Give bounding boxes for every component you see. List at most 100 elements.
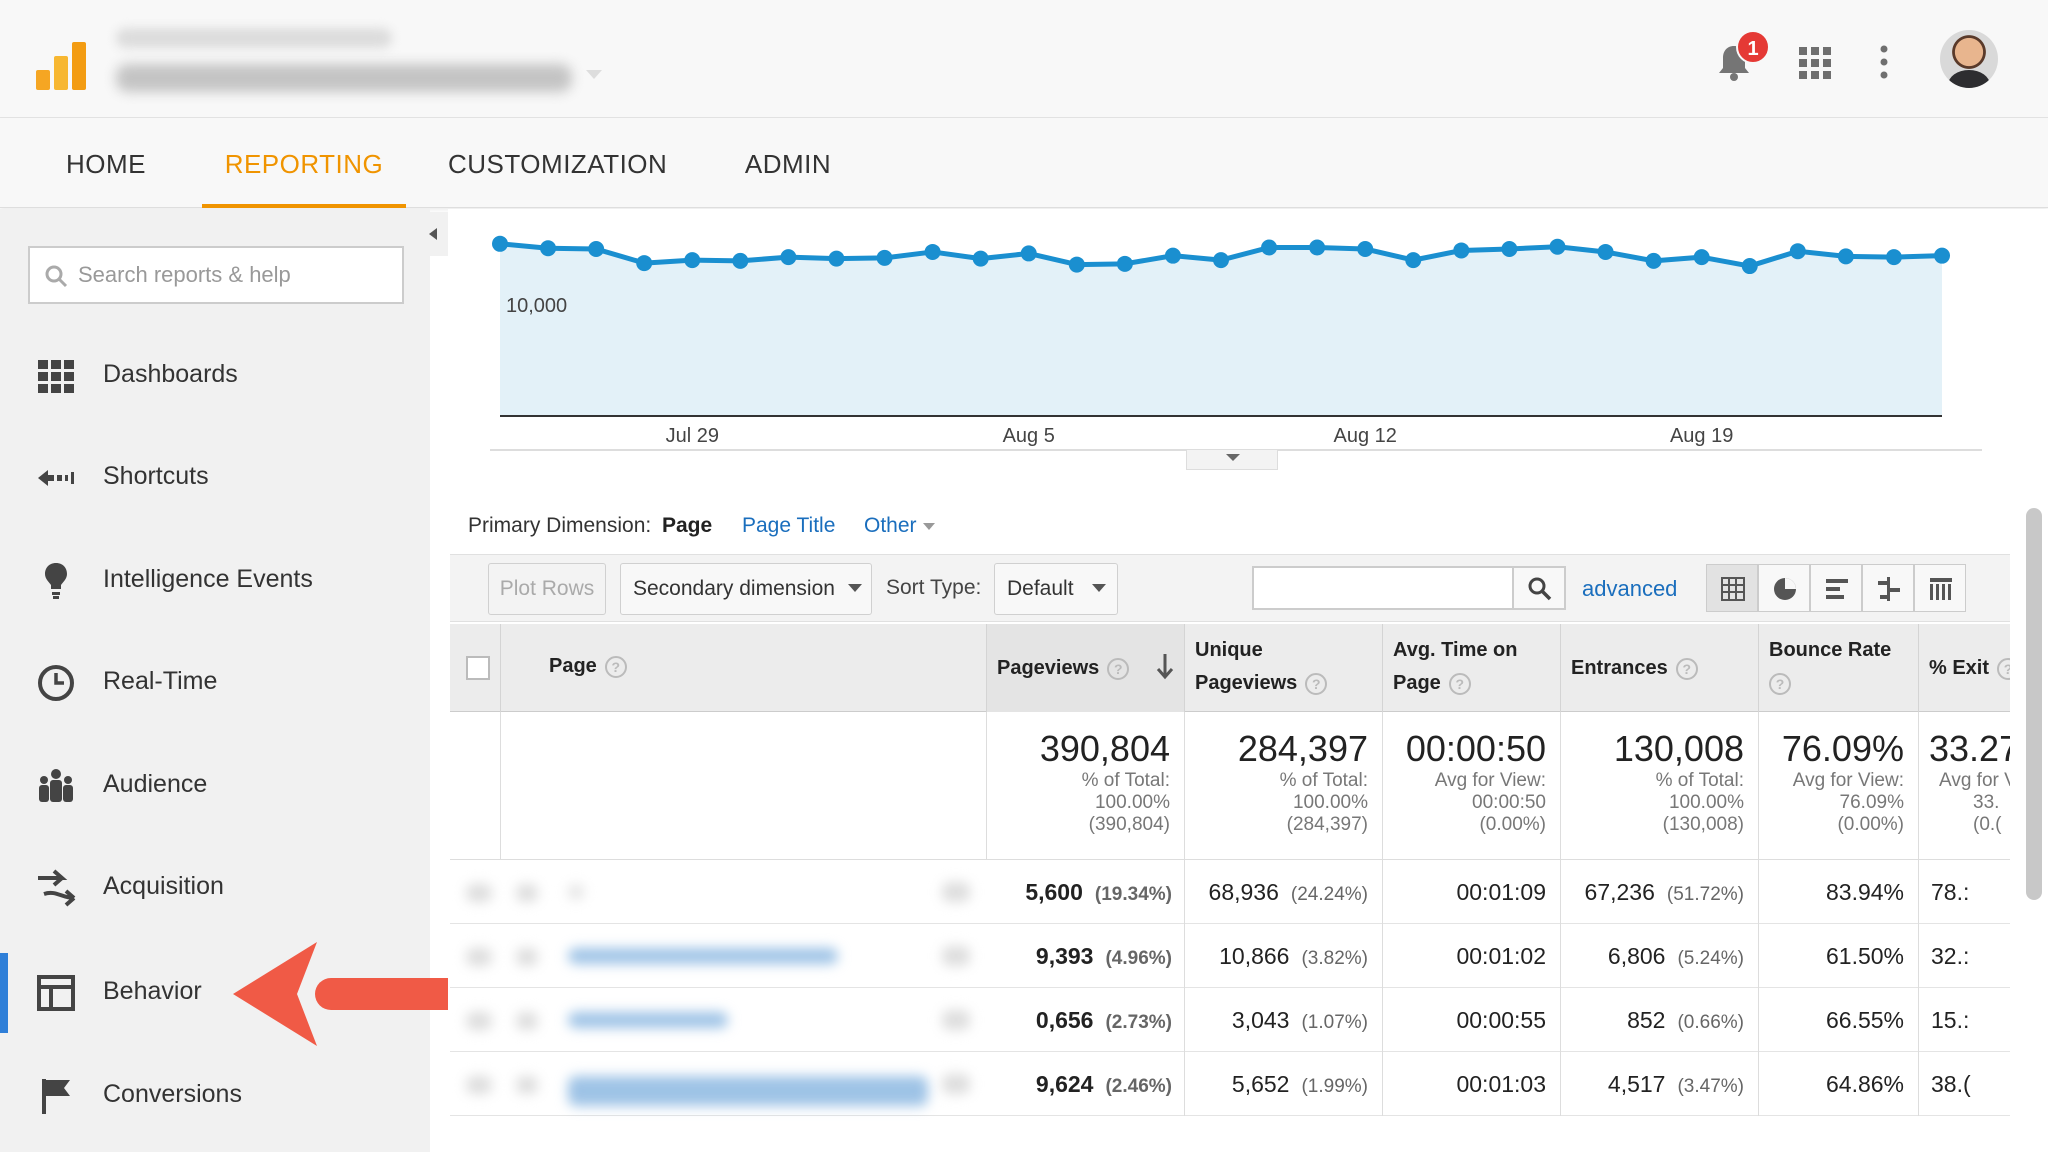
chart-data-point[interactable] bbox=[540, 240, 557, 257]
col-pageviews[interactable]: Pageviews? bbox=[986, 624, 1184, 712]
chart-data-point[interactable] bbox=[780, 249, 797, 266]
chart-data-point[interactable] bbox=[1261, 239, 1278, 256]
property-name-blurred[interactable] bbox=[116, 64, 572, 92]
select-all-checkbox[interactable] bbox=[466, 656, 490, 680]
chart-data-point[interactable] bbox=[876, 249, 893, 266]
primary-dimension-page-title[interactable]: Page Title bbox=[742, 514, 836, 537]
plot-rows-button[interactable]: Plot Rows bbox=[488, 563, 606, 615]
trend-chart[interactable]: 10,000 Jul 29 Aug 5 Aug 12 Aug 19 bbox=[470, 208, 2000, 468]
chart-data-point[interactable] bbox=[732, 252, 749, 269]
col-bounce-rate[interactable]: Bounce Rate ? bbox=[1758, 624, 1918, 712]
help-icon[interactable]: ? bbox=[1675, 657, 1698, 680]
account-name-blurred[interactable] bbox=[116, 28, 392, 48]
chart-data-point[interactable] bbox=[636, 255, 653, 272]
chart-data-point[interactable] bbox=[588, 240, 605, 257]
account-dropdown-icon[interactable] bbox=[586, 70, 602, 79]
chart-data-point[interactable] bbox=[1741, 258, 1758, 275]
help-icon[interactable]: ? bbox=[604, 655, 627, 678]
primary-dimension-page[interactable]: Page bbox=[662, 514, 713, 537]
row-exit: 15.: bbox=[1918, 988, 2010, 1052]
table-row[interactable]: 9,624 (2.46%) 5,652 (1.99%) 00:01:03 4,517 (3.… bbox=[450, 1052, 2010, 1116]
chart-data-point[interactable] bbox=[1068, 256, 1085, 273]
vertical-scrollbar[interactable] bbox=[2026, 508, 2042, 900]
help-icon[interactable]: ? bbox=[1305, 672, 1328, 695]
table-filter-input[interactable] bbox=[1252, 566, 1514, 610]
sidebar-item-behavior[interactable]: Behavior bbox=[0, 953, 430, 1033]
comparison-icon bbox=[1878, 577, 1900, 601]
secondary-dimension-dropdown[interactable]: Secondary dimension bbox=[620, 563, 872, 615]
help-icon[interactable]: ? bbox=[1997, 657, 2010, 680]
col-unique-pageviews[interactable]: Unique Pageviews? bbox=[1184, 624, 1382, 712]
col-unique-label-2: Pageviews bbox=[1195, 672, 1298, 694]
tab-admin[interactable]: ADMIN bbox=[744, 149, 832, 179]
help-icon[interactable]: ? bbox=[1448, 672, 1471, 695]
help-icon[interactable]: ? bbox=[1769, 672, 1791, 695]
table-view-button[interactable] bbox=[1706, 564, 1758, 612]
help-icon[interactable]: ? bbox=[1107, 657, 1130, 680]
sort-desc-arrow-icon[interactable] bbox=[1155, 652, 1175, 680]
notification-count-badge[interactable]: 1 bbox=[1736, 30, 1770, 64]
table-row[interactable]: 5,600 (19.34%) 68,936 (24.24%) 00:01:09 67,23… bbox=[450, 860, 2010, 924]
col-exit[interactable]: % Exit? bbox=[1918, 624, 2010, 712]
row-bounce: 83.94% bbox=[1758, 860, 1918, 924]
chart-data-point[interactable] bbox=[1020, 245, 1037, 262]
sidebar-item-intelligence-events[interactable]: Intelligence Events bbox=[0, 541, 430, 621]
pivot-view-button[interactable] bbox=[1914, 564, 1966, 612]
sort-type-dropdown[interactable]: Default bbox=[994, 563, 1118, 615]
blurred-page-cell[interactable] bbox=[450, 988, 1010, 1052]
collapse-sidebar-button[interactable] bbox=[420, 212, 448, 256]
chart-data-point[interactable] bbox=[1357, 240, 1374, 257]
chart-data-point[interactable] bbox=[1597, 243, 1614, 260]
performance-view-button[interactable] bbox=[1810, 564, 1862, 612]
chart-data-point[interactable] bbox=[1309, 239, 1326, 256]
chart-collapse-toggle[interactable] bbox=[1186, 450, 1278, 470]
sidebar-item-dashboards[interactable]: Dashboards bbox=[0, 336, 430, 416]
sidebar-item-conversions[interactable]: Conversions bbox=[0, 1056, 430, 1136]
tab-home[interactable]: HOME bbox=[66, 149, 146, 179]
advanced-filter-link[interactable]: advanced bbox=[1582, 576, 1678, 601]
sidebar-item-acquisition[interactable]: Acquisition bbox=[0, 848, 430, 928]
user-avatar[interactable] bbox=[1940, 30, 1998, 88]
chart-data-point[interactable] bbox=[1549, 238, 1566, 255]
chart-data-point[interactable] bbox=[1645, 252, 1662, 269]
chart-data-point[interactable] bbox=[924, 243, 941, 260]
blurred-page-cell[interactable] bbox=[450, 1052, 1010, 1116]
chart-data-point[interactable] bbox=[828, 250, 845, 267]
apps-grid-icon[interactable] bbox=[1798, 46, 1832, 80]
tab-reporting[interactable]: REPORTING bbox=[202, 118, 406, 208]
col-avg-time[interactable]: Avg. Time on Page? bbox=[1382, 624, 1560, 712]
analytics-logo-icon[interactable] bbox=[32, 40, 92, 92]
chart-data-point[interactable] bbox=[1213, 252, 1229, 269]
sidebar-item-audience[interactable]: Audience bbox=[0, 746, 430, 826]
more-vert-icon[interactable] bbox=[1876, 44, 1892, 80]
chart-data-point[interactable] bbox=[1789, 243, 1806, 260]
sidebar-item-shortcuts[interactable]: Shortcuts bbox=[0, 438, 430, 518]
table-row[interactable]: 0,656 (2.73%) 3,043 (1.07%) 00:00:55 852 (0.66… bbox=[450, 988, 2010, 1052]
tab-customization[interactable]: CUSTOMIZATION bbox=[448, 149, 668, 179]
chart-data-point[interactable] bbox=[492, 235, 508, 252]
filter-search-button[interactable] bbox=[1512, 566, 1566, 610]
chart-data-point[interactable] bbox=[1164, 247, 1181, 264]
report-search-input[interactable]: Search reports & help bbox=[28, 246, 404, 304]
chart-data-point[interactable] bbox=[1116, 255, 1133, 272]
chart-data-point[interactable] bbox=[1501, 240, 1518, 257]
pie-view-button[interactable] bbox=[1758, 564, 1810, 612]
comparison-view-button[interactable] bbox=[1862, 564, 1914, 612]
total-raw: (0.00%) bbox=[1837, 814, 1904, 835]
row-bounce: 66.55% bbox=[1758, 988, 1918, 1052]
chart-data-point[interactable] bbox=[1693, 249, 1710, 266]
col-entrances[interactable]: Entrances? bbox=[1560, 624, 1758, 712]
chart-data-point[interactable] bbox=[1405, 252, 1422, 269]
blurred-page-cell[interactable] bbox=[450, 924, 1010, 988]
chart-data-point[interactable] bbox=[1885, 249, 1902, 266]
chart-data-point[interactable] bbox=[684, 252, 701, 269]
col-page[interactable]: Page? bbox=[500, 624, 1020, 712]
table-row[interactable]: 9,393 (4.96%) 10,866 (3.82%) 00:01:02 6,806 (5… bbox=[450, 924, 2010, 988]
blurred-page-cell[interactable] bbox=[450, 860, 1010, 924]
chart-data-point[interactable] bbox=[1934, 247, 1950, 264]
primary-dimension-other[interactable]: Other bbox=[864, 514, 935, 538]
sidebar-item-real-time[interactable]: Real-Time bbox=[0, 643, 430, 723]
chart-data-point[interactable] bbox=[1837, 248, 1854, 265]
chart-data-point[interactable] bbox=[1453, 242, 1470, 259]
chart-data-point[interactable] bbox=[972, 250, 989, 267]
